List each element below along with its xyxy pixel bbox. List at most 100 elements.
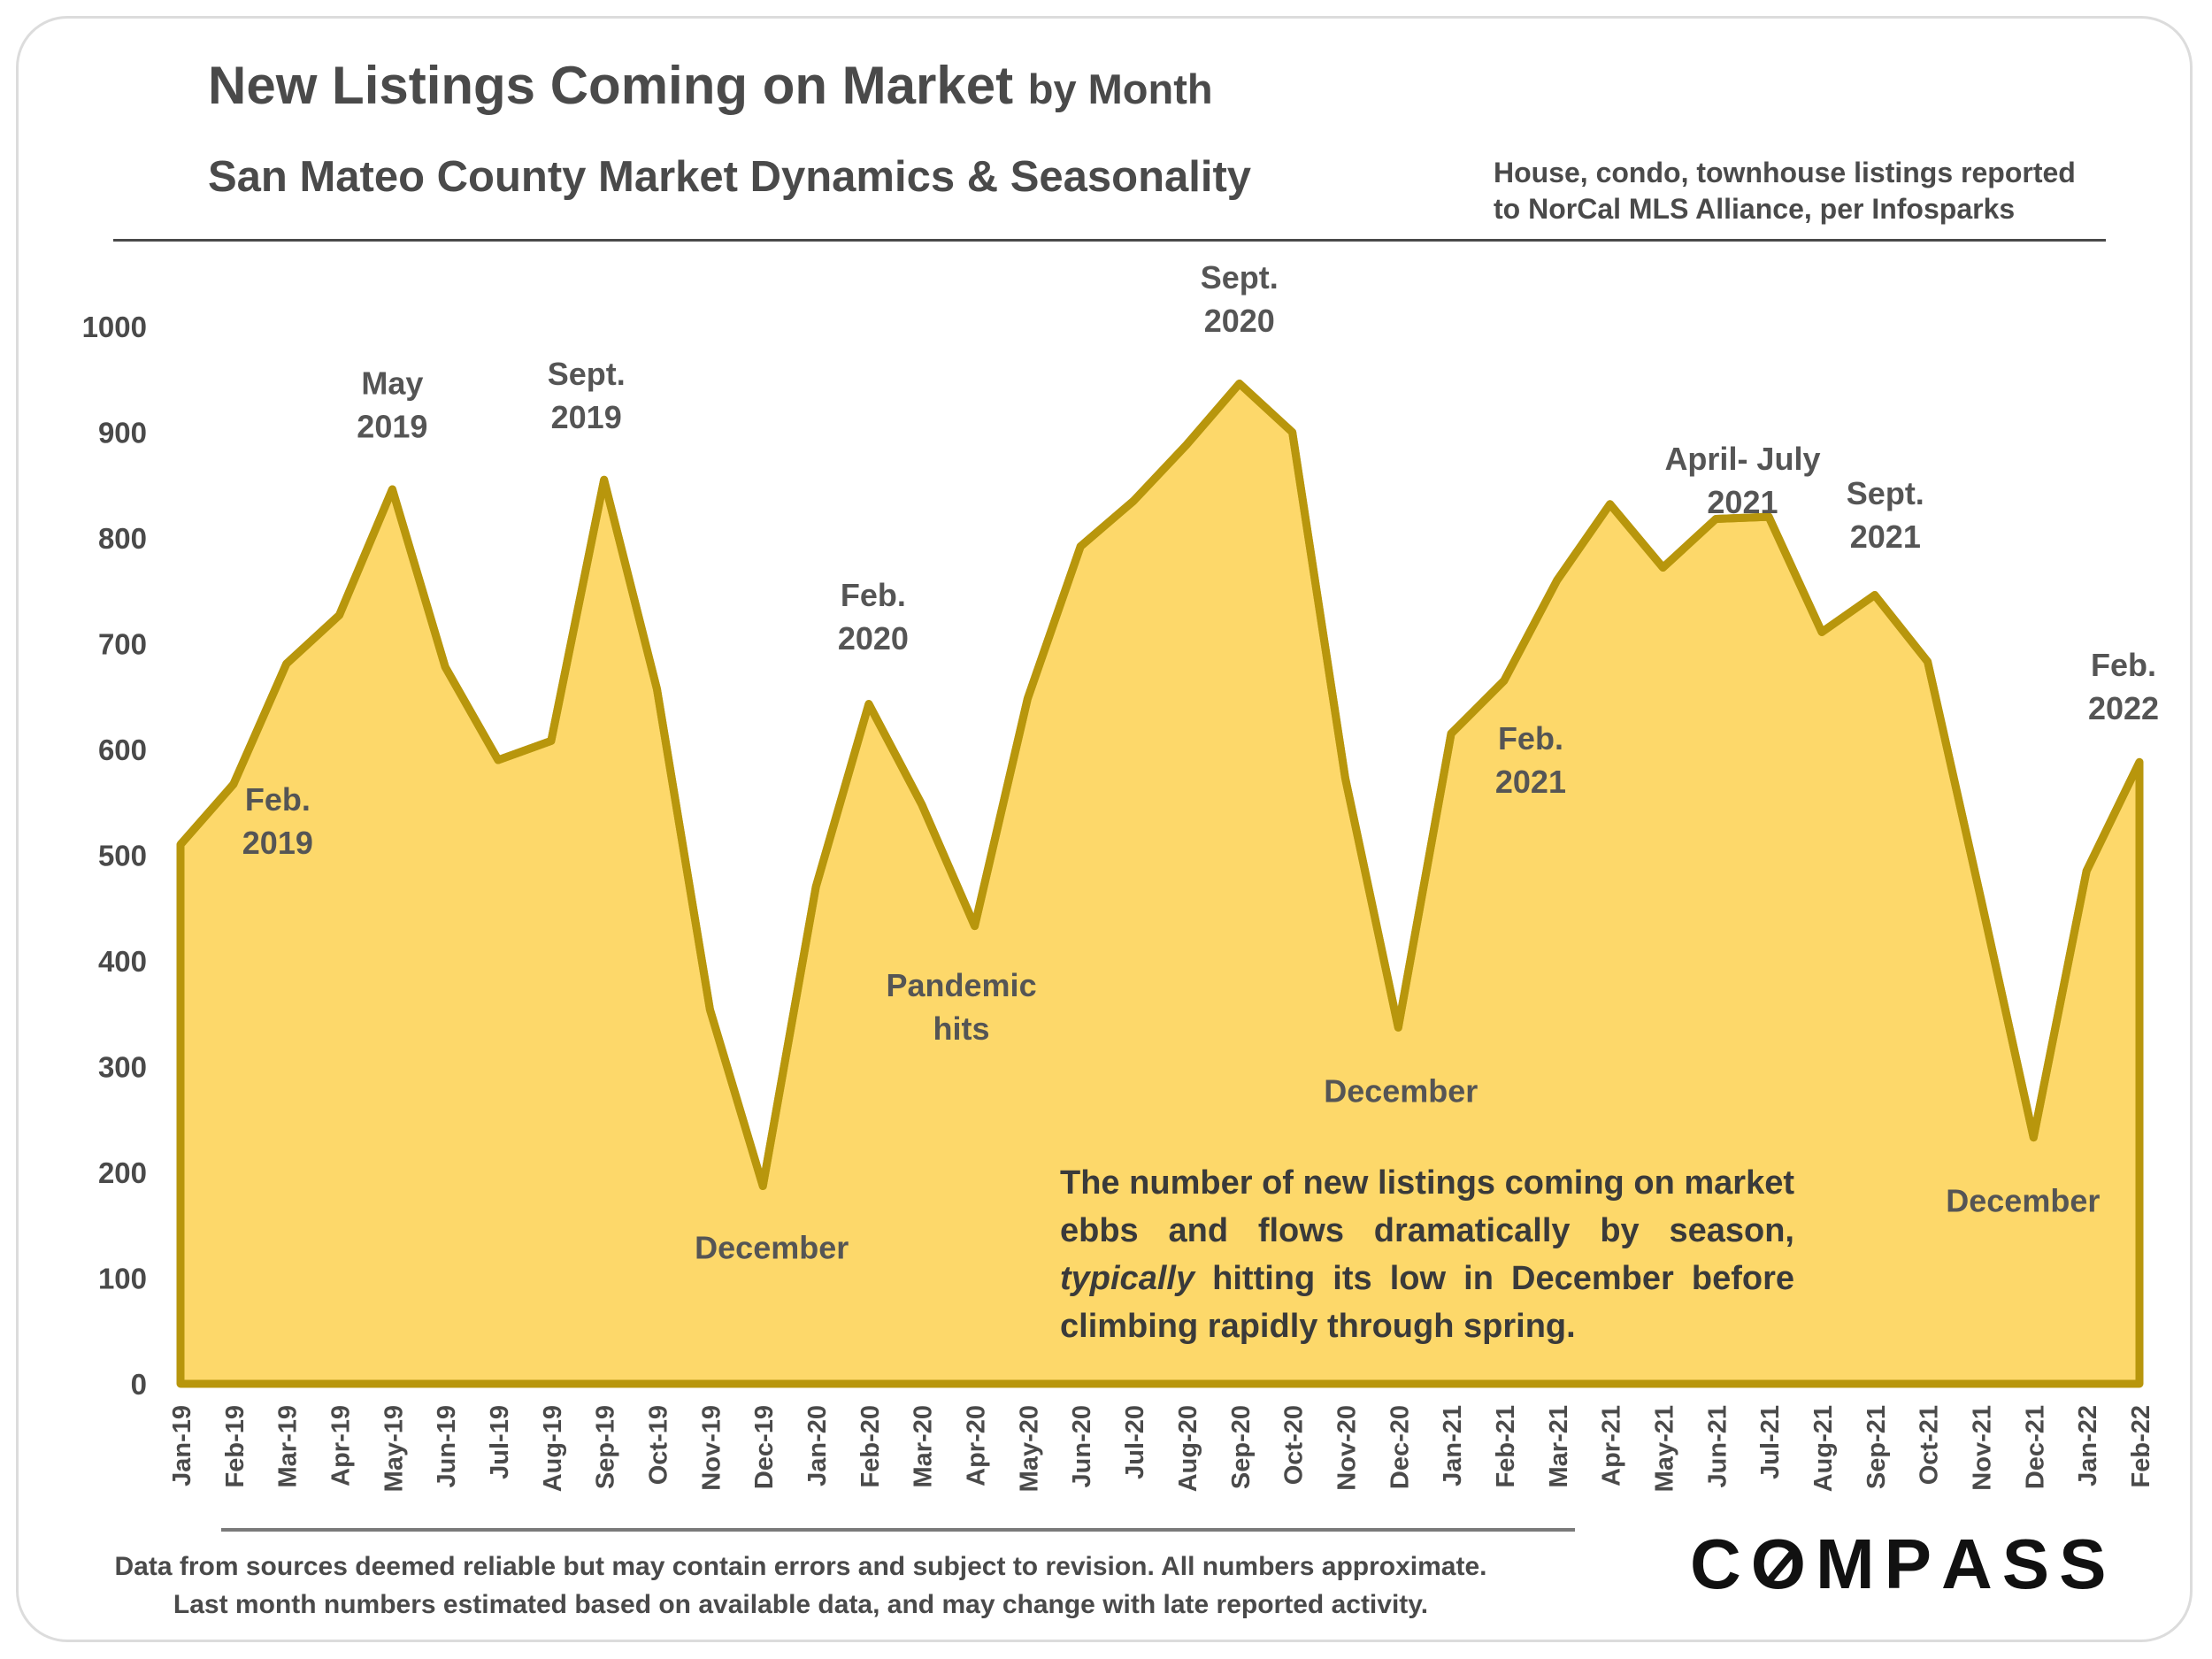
annotation-label: December: [1324, 1072, 1478, 1109]
disclaimer-line2: Last month numbers estimated based on av…: [173, 1590, 1429, 1619]
header-divider: [113, 239, 2106, 242]
x-tick-label: Jul-21: [1756, 1405, 1785, 1479]
data-point: [1288, 428, 1296, 436]
data-point: [1553, 576, 1561, 584]
commentary-emphasis: typically: [1060, 1260, 1195, 1297]
data-point: [177, 841, 184, 849]
annotation-label: 2021: [1495, 764, 1566, 800]
disclaimer: Data from sources deemed reliable but ma…: [0, 1548, 1601, 1624]
x-tick-label: Jul-19: [486, 1405, 514, 1479]
y-tick-label: 0: [131, 1368, 147, 1401]
annotation-label: December: [695, 1230, 849, 1266]
disclaimer-line1: Data from sources deemed reliable but ma…: [114, 1552, 1487, 1581]
data-point: [229, 780, 237, 788]
logo-letter: S: [2059, 1525, 2116, 1603]
x-tick-label: Jul-20: [1121, 1405, 1149, 1479]
x-tick-label: Mar-21: [1545, 1405, 1573, 1488]
data-point: [1341, 774, 1349, 782]
annotation-label: 2021: [1707, 484, 1778, 520]
compass-logo: COMPASS: [1690, 1524, 2116, 1605]
footer-divider: [221, 1528, 1575, 1532]
logo-letter: A: [1941, 1525, 2002, 1603]
source-note-line2: to NorCal MLS Alliance, per Infosparks: [1494, 193, 2016, 225]
data-point: [335, 611, 343, 619]
annotation-label: Feb.: [245, 781, 311, 818]
x-tick-label: Sep-21: [1863, 1405, 1891, 1489]
logo-letter: C: [1690, 1525, 1751, 1603]
y-tick-label: 700: [98, 628, 147, 661]
x-tick-label: Oct-20: [1280, 1405, 1309, 1485]
data-point: [1712, 515, 1720, 523]
annotation-label: Feb.: [841, 577, 906, 613]
data-point: [442, 663, 449, 671]
annotation-label: May: [361, 365, 423, 402]
data-point: [1659, 564, 1667, 572]
data-point: [1765, 513, 1773, 521]
y-tick-label: 900: [98, 417, 147, 449]
data-point: [2136, 758, 2143, 766]
x-tick-label: Aug-19: [539, 1405, 567, 1492]
annotation-label: 2019: [357, 409, 427, 445]
x-tick-label: Apr-21: [1598, 1405, 1626, 1486]
commentary-text: The number of new listings coming on mar…: [1060, 1159, 1794, 1350]
x-tick-label: Nov-20: [1333, 1405, 1361, 1491]
data-point: [495, 756, 503, 764]
x-tick-label: Jan-20: [803, 1405, 832, 1486]
data-point: [547, 737, 555, 745]
data-point: [1924, 657, 1932, 665]
data-point: [759, 1182, 767, 1190]
commentary-part1: The number of new listings coming on mar…: [1060, 1164, 1794, 1249]
x-tick-label: Feb-22: [2127, 1405, 2155, 1487]
annotation-label: Sept.: [1847, 475, 1924, 511]
data-point: [864, 700, 872, 708]
x-tick-label: Mar-20: [910, 1405, 938, 1488]
x-tick-label: Dec-20: [1386, 1405, 1414, 1489]
logo-letter: S: [2001, 1525, 2060, 1603]
data-point: [653, 685, 661, 693]
commentary-part2: hitting its low in December before climb…: [1060, 1260, 1794, 1345]
chart-title: New Listings Coming on Market by Month: [208, 55, 1213, 116]
data-point: [1235, 380, 1243, 388]
x-tick-label: Aug-20: [1174, 1405, 1202, 1492]
y-tick-label: 800: [98, 522, 147, 555]
x-tick-label: Jun-19: [433, 1405, 461, 1487]
logo-letter: M: [1816, 1525, 1885, 1603]
y-tick-label: 200: [98, 1156, 147, 1189]
x-tick-label: Oct-19: [645, 1405, 673, 1485]
annotation-label: 2020: [1204, 303, 1275, 339]
y-axis: 0 100 200 300 400 500 600 700 800 900 1000: [82, 311, 147, 1401]
x-tick-label: Jan-21: [1439, 1405, 1467, 1486]
data-point: [1024, 695, 1032, 703]
x-tick-label: Oct-21: [1916, 1405, 1944, 1485]
annotation-label: Feb.: [1498, 720, 1563, 757]
x-tick-label: May-21: [1650, 1405, 1678, 1492]
x-tick-label: Feb-19: [221, 1405, 250, 1487]
data-point: [1394, 1024, 1402, 1032]
annotation-label: hits: [933, 1010, 990, 1047]
x-tick-label: Feb-20: [856, 1405, 885, 1487]
data-point: [1817, 628, 1825, 636]
y-tick-label: 100: [98, 1263, 147, 1295]
x-tick-label: Nov-21: [1968, 1405, 1996, 1491]
x-tick-label: Mar-19: [274, 1405, 303, 1488]
logo-letter: O: [1751, 1524, 1816, 1605]
annotations: Feb. 2019 May 2019 Sept. 2019 December Feb. 2020…: [177, 259, 2159, 1266]
source-note: House, condo, townhouse listings reporte…: [1494, 155, 2076, 227]
annotation-label: April- July: [1664, 441, 1820, 477]
annotation-label: December: [1946, 1183, 2100, 1219]
x-tick-label: May-19: [380, 1405, 408, 1492]
data-point: [2030, 1133, 2038, 1141]
data-point: [1130, 497, 1138, 505]
data-point: [1448, 730, 1455, 738]
chart-title-main: New Listings Coming on Market: [208, 56, 1014, 115]
x-tick-label: Jan-22: [2074, 1405, 2102, 1486]
data-point: [388, 486, 396, 494]
x-tick-label: Jan-19: [168, 1405, 196, 1486]
data-point: [812, 883, 820, 891]
annotation-label: Sept.: [1201, 259, 1279, 296]
x-tick-label: Dec-19: [750, 1405, 779, 1489]
data-point: [1500, 677, 1508, 685]
annotation-label: Feb.: [2091, 647, 2156, 683]
chart-title-suffix: by Month: [1027, 65, 1213, 112]
annotation-label: 2022: [2088, 690, 2159, 726]
